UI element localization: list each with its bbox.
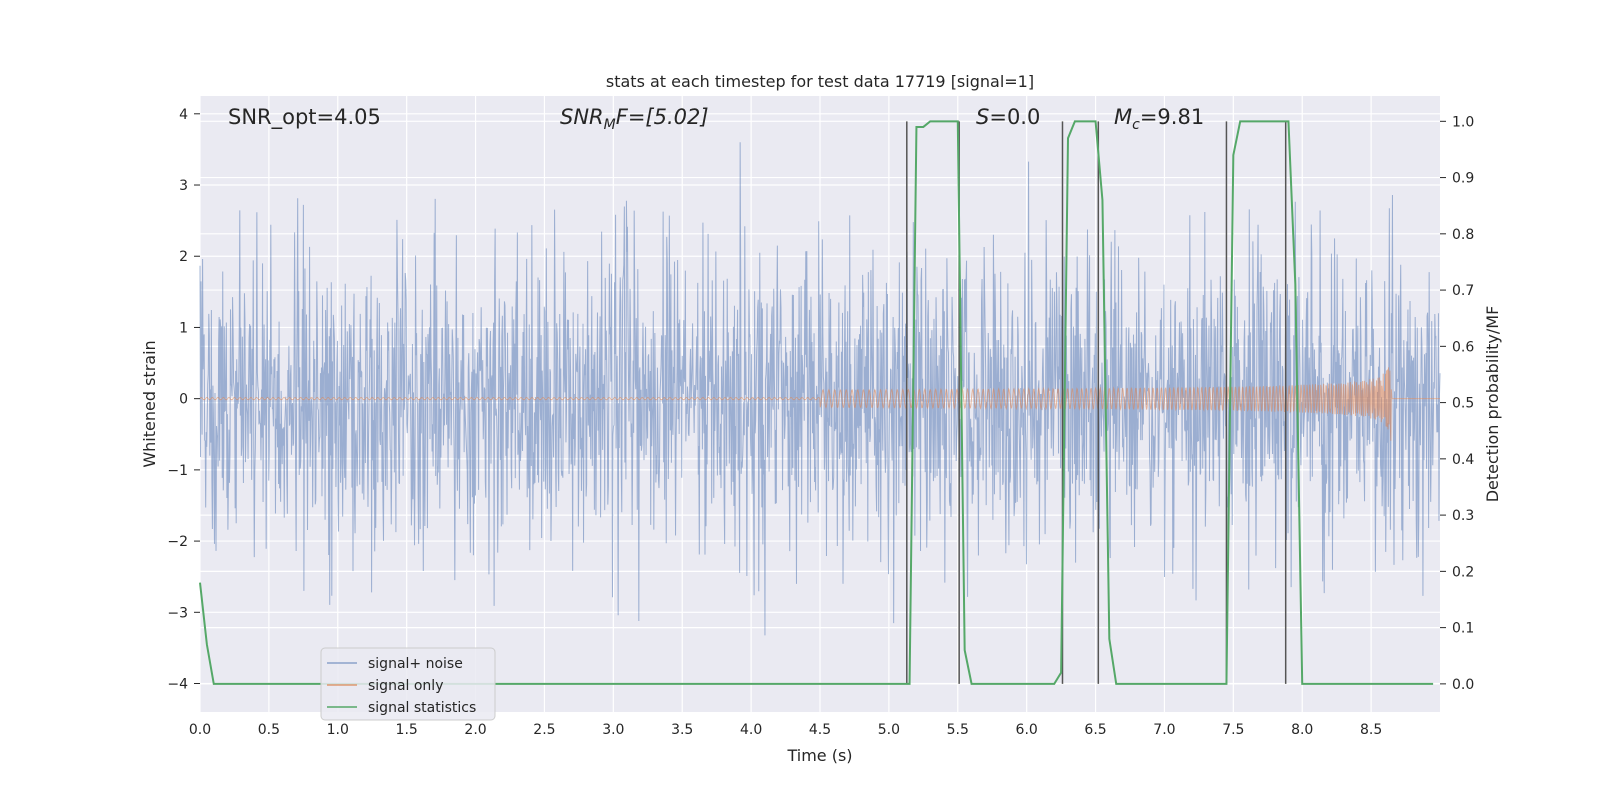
annotation-s: S=0.0 (976, 105, 1040, 129)
annotation-mc-base: M (1114, 105, 1132, 129)
y-tick-label: −3 (167, 605, 188, 621)
y-right-tick-label: 0.4 (1452, 452, 1474, 468)
x-tick-label: 8.0 (1291, 722, 1313, 738)
legend: signal+ noise signal only signal statist… (320, 647, 496, 721)
x-tick-label: 6.0 (1016, 722, 1038, 738)
chart-title: stats at each timestep for test data 177… (606, 72, 1034, 91)
y-right-tick-label: 1.0 (1452, 114, 1474, 130)
x-axis-label: Time (s) (786, 746, 852, 765)
y-right-tick-label: 0.5 (1452, 396, 1474, 412)
y-right-tick-label: 0.1 (1452, 621, 1474, 637)
signal-only-line (199, 367, 1440, 441)
y-tick-label: 2 (179, 249, 188, 265)
y-axis-right-ticks: 1.0 0.9 0.8 0.7 0.6 0.5 0.4 0.3 0.2 0.1 0.0 (1440, 114, 1474, 693)
y-axis-ticks: 4 3 2 1 0 −1 −2 −3 −4 (167, 107, 200, 693)
y-tick-label: 1 (179, 320, 188, 336)
y-tick-label: −1 (167, 463, 188, 479)
y-right-tick-label: 0.9 (1452, 171, 1474, 187)
x-tick-label: 3.0 (602, 722, 624, 738)
x-tick-label: 0.0 (189, 722, 211, 738)
x-tick-label: 7.0 (1153, 722, 1175, 738)
y-axis-label: Whitened strain (140, 340, 159, 467)
annotation-mc-value: =9.81 (1140, 105, 1204, 129)
x-tick-label: 5.0 (878, 722, 900, 738)
annotation-snr-mf-base: SNR (560, 105, 604, 129)
y-tick-label: −4 (167, 677, 188, 693)
legend-label-signal-noise: signal+ noise (368, 656, 463, 672)
x-axis-ticks: 0.0 0.5 1.0 1.5 2.0 2.5 3.0 3.5 4.0 4.5 5.0 5.5 6.0 6… (189, 722, 1382, 738)
y-tick-label: −2 (167, 534, 188, 550)
annotation-snr-mf-sub: M (604, 117, 616, 133)
annotation-snr-opt: SNR_opt=4.05 (228, 105, 381, 130)
annotation-s-base: S (976, 105, 989, 129)
series-signal-statistics (199, 120, 1434, 685)
x-tick-label: 3.5 (671, 722, 693, 738)
y-right-tick-label: 0.7 (1452, 283, 1474, 299)
annotation-mc: Mc=9.81 (1114, 105, 1204, 133)
x-tick-label: 2.5 (533, 722, 555, 738)
signal-statistics-line (199, 120, 1434, 685)
x-tick-label: 4.0 (740, 722, 762, 738)
y-right-tick-label: 0.3 (1452, 508, 1474, 524)
annotation-mc-sub: c (1132, 117, 1140, 133)
y-right-tick-label: 0.0 (1452, 677, 1474, 693)
x-tick-label: 8.5 (1360, 722, 1382, 738)
y-tick-label: 0 (179, 392, 188, 408)
legend-label-signal-only: signal only (368, 678, 443, 694)
y-right-tick-label: 0.2 (1452, 564, 1474, 580)
legend-label-signal-statistics: signal statistics (368, 700, 476, 716)
x-tick-label: 1.0 (327, 722, 349, 738)
y-tick-label: 4 (179, 107, 188, 123)
x-tick-label: 4.5 (809, 722, 831, 738)
y-right-tick-label: 0.8 (1452, 227, 1474, 243)
annotation-snr-mf: SNRMF=[5.02] (560, 105, 709, 133)
annotation-s-value: =0.0 (989, 105, 1040, 129)
x-tick-label: 0.5 (258, 722, 280, 738)
x-tick-label: 1.5 (396, 722, 418, 738)
x-tick-label: 5.5 (947, 722, 969, 738)
legend-box (320, 647, 496, 721)
y-right-tick-label: 0.6 (1452, 339, 1474, 355)
x-tick-label: 2.0 (464, 722, 486, 738)
series-signal-noise (199, 142, 1441, 636)
series-signal-only (199, 367, 1440, 441)
y-axis-right-label: Detection probability/MF (1483, 306, 1502, 503)
x-tick-label: 7.5 (1222, 722, 1244, 738)
annotation-snr-mf-value: F=[5.02] (616, 105, 709, 129)
signal-noise-line (199, 142, 1441, 636)
x-tick-label: 6.5 (1084, 722, 1106, 738)
y-tick-label: 3 (179, 178, 188, 194)
